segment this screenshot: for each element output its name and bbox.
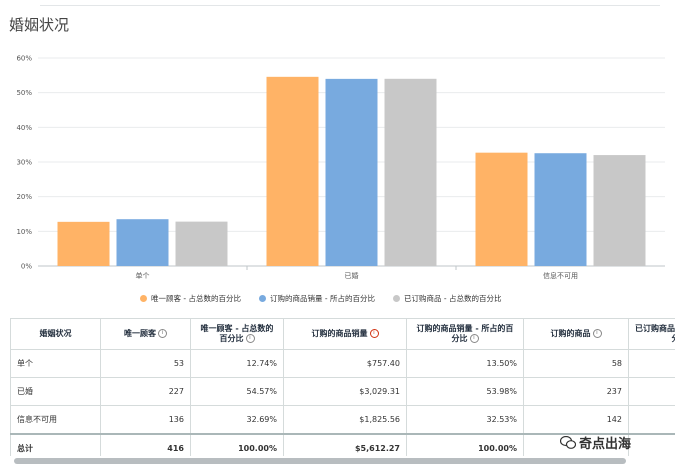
bar bbox=[116, 219, 169, 266]
y-tick-label: 60% bbox=[16, 55, 32, 63]
bar bbox=[266, 76, 319, 266]
col-header-unique-customers-pct[interactable]: 唯一顾客 - 占总数的百分比 i bbox=[190, 318, 284, 350]
wechat-icon bbox=[560, 436, 576, 449]
cell-units-sales: $1,825.56 bbox=[283, 405, 407, 435]
cell-unique-customers: 416 bbox=[100, 433, 191, 456]
cell-name: 总计 bbox=[10, 433, 101, 456]
cell-unique-customers-pct: 32.69% bbox=[190, 405, 284, 435]
x-category-label: 已婚 bbox=[345, 271, 359, 280]
info-icon[interactable]: i bbox=[369, 329, 379, 338]
legend-label: 唯一顾客 - 占总数的百分比 bbox=[151, 294, 241, 303]
cell-name: 信息不可用 bbox=[10, 405, 101, 435]
col-header-units-sales[interactable]: 订购的商品销量 i bbox=[283, 318, 407, 350]
cell-ordered-products-pct bbox=[628, 349, 675, 378]
y-tick-label: 50% bbox=[16, 89, 32, 97]
x-category-label: 信息不可用 bbox=[543, 271, 578, 280]
y-tick-label: 0% bbox=[21, 263, 32, 271]
cell-units-sales-pct: 13.50% bbox=[406, 349, 524, 378]
cell-unique-customers-pct: 12.74% bbox=[190, 349, 284, 378]
cell-units-sales: $757.40 bbox=[283, 349, 407, 378]
cell-unique-customers-pct: 54.57% bbox=[190, 377, 284, 406]
table-row: 已婚 227 54.57% $3,029.31 53.98% 237 bbox=[10, 377, 675, 406]
bar bbox=[325, 78, 378, 267]
legend-item-unique-customers[interactable]: 唯一顾客 - 占总数的百分比 bbox=[140, 293, 241, 304]
legend-dot bbox=[392, 295, 400, 302]
col-header-units-sales-pct[interactable]: 订购的商品销量 - 所占的百分比 i bbox=[406, 318, 524, 350]
legend-item-units-ordered[interactable]: 订购的商品销量 - 所占的百分比 bbox=[258, 293, 375, 304]
cell-unique-customers: 227 bbox=[100, 377, 191, 406]
cell-units-sales-pct: 100.00% bbox=[406, 433, 524, 456]
cell-ordered-products: 58 bbox=[523, 349, 629, 378]
bar bbox=[384, 78, 437, 266]
page-title: 婚姻状况 bbox=[9, 16, 70, 34]
bar-chart: 0% 10% 20% 30% 40% 50% 60% 单个 已婚 信息不可用 bbox=[16, 55, 665, 280]
table-total-row: 总计 416 100.00% $5,612.27 100.00% bbox=[10, 433, 675, 456]
table-header-row: 婚姻状况 唯一顾客 i 唯一顾客 - 占总数的百分比 i 订购的商品销量 i 订购的商… bbox=[10, 318, 675, 350]
table-row: 单个 53 12.74% $757.40 13.50% 58 bbox=[10, 349, 675, 378]
legend-item-ordered-products[interactable]: 已订购商品 - 占总数的百分比 bbox=[392, 293, 502, 304]
data-table-container: 婚姻状况 唯一顾客 i 唯一顾客 - 占总数的百分比 i 订购的商品销量 i 订购的商… bbox=[10, 318, 675, 456]
bar bbox=[175, 221, 228, 266]
cell-units-sales-pct: 32.53% bbox=[406, 405, 524, 435]
horizontal-scrollbar[interactable] bbox=[14, 458, 626, 464]
cell-ordered-products-pct bbox=[628, 377, 675, 406]
cell-units-sales-pct: 53.98% bbox=[406, 377, 524, 406]
info-icon[interactable]: i bbox=[158, 329, 167, 338]
cell-ordered-products: 142 bbox=[523, 405, 629, 435]
info-icon[interactable]: i bbox=[592, 329, 602, 338]
col-header-unique-customers[interactable]: 唯一顾客 i bbox=[100, 318, 191, 350]
y-tick-label: 30% bbox=[16, 159, 32, 167]
cell-unique-customers: 53 bbox=[100, 349, 191, 378]
legend-dot bbox=[140, 295, 147, 302]
cell-unique-customers-pct: 100.00% bbox=[190, 433, 284, 456]
col-header-marital-status[interactable]: 婚姻状况 bbox=[10, 318, 101, 350]
cell-ordered-products: 237 bbox=[523, 377, 629, 406]
watermark: 奇点出海 bbox=[560, 433, 631, 452]
col-header-ordered-products-pct[interactable]: 已订购商品 - 占总数的百分比 bbox=[628, 318, 675, 350]
x-category-label: 单个 bbox=[136, 271, 150, 280]
cell-unique-customers: 136 bbox=[100, 405, 191, 435]
y-tick-label: 40% bbox=[16, 124, 32, 132]
chart-legend: 唯一顾客 - 占总数的百分比 订购的商品销量 - 所占的百分比 已订购商品 - … bbox=[140, 293, 501, 304]
y-tick-label: 20% bbox=[16, 193, 32, 201]
top-divider bbox=[40, 5, 660, 6]
info-icon[interactable]: i bbox=[245, 334, 255, 343]
cell-ordered-products-pct bbox=[628, 405, 675, 435]
cell-ordered-products-pct bbox=[628, 433, 675, 456]
legend-dot bbox=[258, 295, 266, 302]
col-header-ordered-products[interactable]: 订购的商品 i bbox=[523, 318, 629, 350]
legend-label: 订购的商品销量 - 所占的百分比 bbox=[269, 294, 375, 303]
info-icon[interactable]: i bbox=[469, 334, 479, 343]
cell-name: 单个 bbox=[10, 349, 101, 378]
cell-name: 已婚 bbox=[10, 377, 101, 406]
data-table: 婚姻状况 唯一顾客 i 唯一顾客 - 占总数的百分比 i 订购的商品销量 i 订购的商… bbox=[10, 318, 675, 456]
bar bbox=[534, 153, 587, 266]
table-row: 信息不可用 136 32.69% $1,825.56 32.53% 142 bbox=[10, 405, 675, 435]
watermark-text: 奇点出海 bbox=[579, 437, 632, 452]
bar bbox=[57, 221, 110, 266]
legend-label: 已订购商品 - 占总数的百分比 bbox=[403, 294, 502, 303]
y-tick-label: 10% bbox=[16, 228, 32, 236]
bar bbox=[475, 152, 528, 266]
bar bbox=[593, 155, 646, 266]
cell-units-sales: $5,612.27 bbox=[283, 433, 407, 456]
cell-units-sales: $3,029.31 bbox=[283, 377, 407, 406]
